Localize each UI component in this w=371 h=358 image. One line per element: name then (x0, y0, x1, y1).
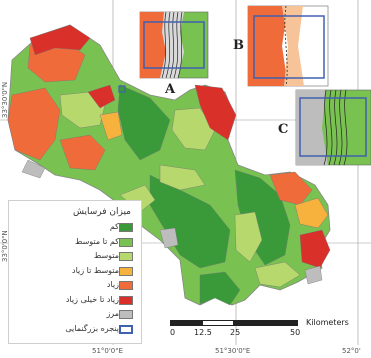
zone-low-1 (117, 84, 171, 161)
zone-very-high-2 (194, 84, 237, 141)
scale-tick-0: 0 (170, 328, 176, 337)
inset-c-label: C (278, 122, 289, 137)
legend-swatch (119, 281, 133, 290)
scale-tick-1: 12.5 (194, 328, 212, 337)
map-legend: میزان فرسایش کم کم تا متوسط متوسط متوسط تا … (8, 200, 142, 344)
zone-very-high-4 (87, 84, 116, 109)
legend-label: مرز (106, 309, 119, 318)
legend-item: متوسط تا زیاد (9, 265, 141, 279)
zone-high-3 (59, 134, 106, 171)
legend-label: کم (109, 222, 119, 231)
lon-label-2: 51°30'0"E (215, 347, 251, 355)
legend-item: زیاد (9, 280, 141, 293)
scale-seg-1 (170, 320, 202, 326)
lon-label-3: 52°0' (342, 347, 361, 355)
zone-very-high-3 (299, 229, 331, 269)
zoom-window-marker (118, 85, 126, 93)
legend-swatch (119, 266, 133, 276)
legend-item: کم (9, 222, 141, 235)
legend-swatch (119, 310, 133, 319)
scale-tick-3: 50 (290, 328, 301, 337)
zone-very-high-1 (29, 24, 91, 56)
zone-medium-5 (254, 261, 301, 288)
zone-boundary-3 (304, 265, 323, 285)
inset-b (247, 5, 329, 87)
lon-label-1: 51°0'0"E (92, 347, 123, 355)
zone-high-4 (269, 171, 313, 206)
zone-mh-1 (294, 197, 329, 229)
legend-title: میزان فرسایش (72, 207, 131, 217)
zone-medium-2 (171, 107, 216, 151)
legend-swatch (119, 223, 133, 232)
zone-boundary-1 (21, 159, 46, 179)
zone-medium-3 (159, 164, 206, 191)
legend-item: کم تا متوسط (9, 236, 141, 250)
legend-swatch (119, 252, 133, 261)
legend-label: متوسط (93, 251, 119, 260)
inset-b-label: B (233, 38, 244, 53)
scale-bar: 0 12.5 25 50 Kilometers (170, 318, 360, 342)
scale-seg-3 (234, 320, 298, 326)
zone-medium-4 (234, 211, 263, 263)
legend-label: زیاد تا خیلی زیاد (65, 294, 119, 304)
zone-low-2 (149, 174, 231, 269)
legend-label: متوسط تا زیاد (72, 265, 119, 275)
inset-a (139, 11, 209, 79)
scale-unit: Kilometers (306, 318, 349, 327)
scale-tick-2: 25 (230, 328, 241, 337)
legend-swatch (119, 324, 133, 334)
scale-seg-2 (202, 320, 234, 326)
legend-swatch (119, 237, 133, 247)
legend-item: پنجره بزرگنمایی (9, 323, 141, 337)
zone-boundary-2 (159, 227, 179, 249)
legend-item: زیاد تا خیلی زیاد (9, 294, 141, 308)
zone-mh-2 (99, 111, 123, 141)
lat-label-1: 33°30'0"N (1, 81, 9, 118)
legend-label: زیاد (106, 280, 119, 289)
legend-item: متوسط (9, 251, 141, 264)
legend-item: مرز (9, 309, 141, 322)
legend-label: کم تا متوسط (74, 236, 119, 246)
inset-c (295, 89, 371, 166)
zone-low-4 (199, 271, 241, 306)
inset-a-label: A (165, 82, 176, 97)
legend-swatch (119, 295, 133, 305)
legend-label: پنجره بزرگنمایی (65, 323, 119, 333)
zone-high-1 (7, 87, 61, 161)
